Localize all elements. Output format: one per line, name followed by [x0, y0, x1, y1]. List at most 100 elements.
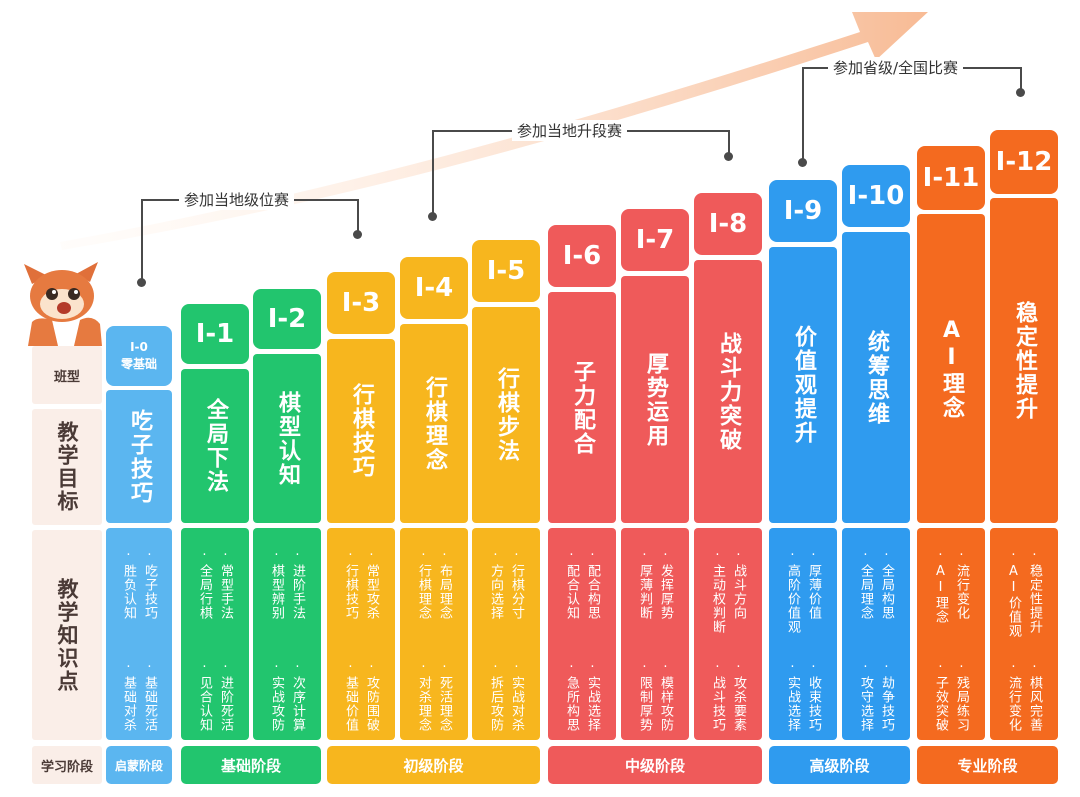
- knowledge-item: 战斗技巧: [710, 660, 725, 732]
- class-head-i11: I-11: [917, 146, 985, 210]
- knowledge-i11: 流行变化 AI理念 残局练习子效突破: [917, 528, 985, 740]
- stage-bar-intermediate: 中级阶段: [548, 746, 762, 784]
- knowledge-i10: 全局构思全局理念 劫争技巧攻守选择: [842, 528, 910, 740]
- knowledge-item: 基础价值: [343, 660, 358, 732]
- class-head-i2: I-2: [253, 289, 321, 349]
- knowledge-item: 见合认知: [197, 660, 212, 732]
- knowledge-i2: 进阶手法棋型辨别 次序计算实战攻防: [253, 528, 321, 740]
- knowledge-i0: 吃子技巧胜负认知 基础死活基础对杀: [106, 528, 172, 740]
- goal-i6: 子力配合: [548, 292, 616, 523]
- class-head-i5: I-5: [472, 240, 540, 302]
- knowledge-item: 残局练习: [954, 660, 969, 732]
- knowledge-item: 棋型辨别: [269, 548, 284, 620]
- stage-bar-enlightenment: 启蒙阶段: [106, 746, 172, 784]
- knowledge-item: 配合认知: [564, 548, 579, 620]
- class-title-i0: I-0: [130, 340, 148, 354]
- class-head-i1: I-1: [181, 304, 249, 364]
- goal-text-i2: 棋型认知: [275, 390, 300, 487]
- knowledge-item: 次序计算: [290, 660, 305, 732]
- class-head-i3: I-3: [327, 272, 395, 334]
- knowledge-item: 配合构思: [585, 548, 600, 620]
- fox-mascot-icon: [24, 262, 102, 346]
- class-head-i9: I-9: [769, 180, 837, 242]
- row-label-class-type: 班型: [32, 346, 102, 404]
- knowledge-i1: 常型手法全局行棋 进阶死活见合认知: [181, 528, 249, 740]
- knowledge-item: 厚薄判断: [637, 548, 652, 620]
- milestone-dot-3b: [1016, 88, 1025, 97]
- goal-text-i12: 稳定性提升: [1012, 300, 1037, 421]
- knowledge-item: 限制厚势: [637, 660, 652, 732]
- milestone-dot-1b: [353, 230, 362, 239]
- knowledge-item: 实战选择: [785, 660, 800, 732]
- knowledge-i5: 行棋分寸方向选择 实战对杀拆后攻防: [472, 528, 540, 740]
- goal-i0: 吃子技巧: [106, 390, 172, 523]
- knowledge-item: 实战攻防: [269, 660, 284, 732]
- goal-i10: 统筹思维: [842, 232, 910, 523]
- knowledge-item: 流行变化: [1006, 660, 1021, 732]
- milestone-dot-1: [137, 278, 146, 287]
- knowledge-item: 常型手法: [218, 548, 233, 620]
- knowledge-item: 行棋理念: [416, 548, 431, 620]
- class-head-i0: I-0 零基础: [106, 326, 172, 386]
- knowledge-item: 死活理念: [437, 660, 452, 732]
- row-label-knowledge: 教学知识点: [32, 530, 102, 740]
- knowledge-item: 全局理念: [858, 548, 873, 620]
- knowledge-i9: 厚薄价值高阶价值观 收束技巧实战选择: [769, 528, 837, 740]
- knowledge-item: 全局行棋: [197, 548, 212, 620]
- knowledge-item: 进阶手法: [290, 548, 305, 620]
- knowledge-item: 棋风完善: [1027, 660, 1042, 732]
- goal-text-i8: 战斗力突破: [716, 331, 741, 452]
- class-head-i7: I-7: [621, 209, 689, 271]
- goal-text-i10: 统筹思维: [864, 329, 889, 426]
- goal-text-i9: 价值观提升: [791, 325, 816, 445]
- knowledge-item: 劫争技巧: [879, 660, 894, 732]
- goal-i2: 棋型认知: [253, 354, 321, 523]
- goal-i9: 价值观提升: [769, 247, 837, 523]
- knowledge-i12: 稳定性提升 AI价值观 棋风完善流行变化: [990, 528, 1058, 740]
- knowledge-i3: 常型攻杀行棋技巧 攻防围破基础价值: [327, 528, 395, 740]
- goal-text-i1: 全局下法: [203, 398, 228, 494]
- goal-i8: 战斗力突破: [694, 260, 762, 523]
- knowledge-item: 全局构思: [879, 548, 894, 620]
- knowledge-item: 模样攻防: [658, 660, 673, 732]
- class-head-i6: I-6: [548, 225, 616, 287]
- stage-bar-basic: 基础阶段: [181, 746, 321, 784]
- knowledge-item: 厚薄价值: [806, 548, 821, 634]
- knowledge-item: 胜负认知: [121, 548, 136, 620]
- milestone-dot-3: [798, 158, 807, 167]
- milestone-bracket-2-right: [728, 130, 730, 156]
- milestone-dot-2b: [724, 152, 733, 161]
- knowledge-item: AI价值观: [1006, 548, 1021, 638]
- milestone-bracket-1-right: [357, 199, 359, 232]
- goal-i12: 稳定性提升: [990, 198, 1058, 523]
- knowledge-item: 拆后攻防: [488, 660, 503, 732]
- goal-text-i6: 子力配合: [570, 359, 595, 456]
- row-label-phase: 学习阶段: [32, 746, 102, 784]
- knowledge-item: 常型攻杀: [364, 548, 379, 620]
- milestone-bracket-3-left: [802, 67, 804, 161]
- goal-text-i0: 吃子技巧: [127, 408, 152, 505]
- knowledge-item: AI理念: [933, 548, 948, 624]
- knowledge-item: 实战选择: [585, 660, 600, 732]
- knowledge-item: 吃子技巧: [142, 548, 157, 620]
- goal-i1: 全局下法: [181, 369, 249, 523]
- milestone-bracket-2-left: [432, 130, 434, 214]
- knowledge-item: 攻防围破: [364, 660, 379, 732]
- goal-text-i4: 行棋理念: [422, 375, 447, 472]
- goal-text-i11: AI理念: [939, 317, 964, 420]
- knowledge-item: 攻杀要素: [731, 660, 746, 732]
- stage-bar-elementary: 初级阶段: [327, 746, 540, 784]
- class-head-i8: I-8: [694, 193, 762, 255]
- knowledge-i4: 布局理念行棋理念 死活理念对杀理念: [400, 528, 468, 740]
- knowledge-item: 急所构思: [564, 660, 579, 732]
- knowledge-item: 对杀理念: [416, 660, 431, 732]
- knowledge-item: 攻守选择: [858, 660, 873, 732]
- knowledge-item: 稳定性提升: [1027, 548, 1042, 638]
- knowledge-item: 布局理念: [437, 548, 452, 620]
- knowledge-item: 流行变化: [954, 548, 969, 624]
- knowledge-item: 基础对杀: [121, 660, 136, 732]
- knowledge-item: 行棋分寸: [509, 548, 524, 620]
- goal-text-i3: 行棋技巧: [349, 383, 374, 479]
- goal-i11: AI理念: [917, 214, 985, 523]
